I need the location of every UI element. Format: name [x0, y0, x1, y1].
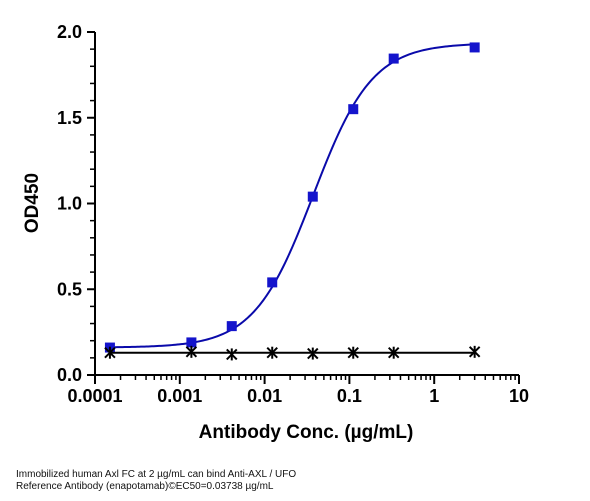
x-tick-label: 0.0001 [67, 386, 122, 406]
data-point [469, 42, 480, 53]
data-point [104, 346, 116, 359]
series-2 [104, 345, 481, 361]
data-point [348, 104, 359, 115]
series-1 [104, 42, 480, 353]
x-tick-label: 0.001 [157, 386, 202, 406]
x-tick-label: 1 [429, 386, 439, 406]
data-point [307, 347, 319, 360]
y-tick-label: 0.5 [57, 279, 82, 299]
data-point [186, 337, 197, 348]
x-tick-label: 0.01 [247, 386, 282, 406]
data-point [185, 345, 198, 358]
caption-line-2: Reference Antibody (enapotamab)©EC50=0.0… [16, 481, 274, 492]
y-axis-title: OD450 [22, 173, 43, 233]
y-tick-label: 2.0 [57, 22, 82, 42]
data-point [388, 53, 399, 64]
data-point [226, 321, 237, 332]
data-point [307, 191, 318, 202]
data-point [468, 345, 481, 358]
data-point [347, 346, 359, 359]
data-point [226, 348, 238, 361]
data-point [267, 277, 278, 288]
x-tick-label: 10 [509, 386, 529, 406]
series-layer [104, 42, 481, 361]
axes: 0.0 0.5 1.0 1.5 2.0 0.0001 0.001 0.01 0.1 1 10 [57, 22, 529, 406]
x-tick-label: 0.1 [337, 386, 362, 406]
data-point [266, 346, 278, 359]
caption-line-1: Immobilized human Axl FC at 2 µg/mL can … [16, 469, 297, 480]
y-tick-label: 1.0 [57, 194, 82, 214]
data-point [387, 346, 400, 359]
x-axis-title: Antibody Conc. (µg/mL) [199, 422, 414, 443]
y-tick-label: 1.5 [57, 108, 82, 128]
fit-curve [109, 43, 475, 349]
chart: 0.0 0.5 1.0 1.5 2.0 0.0001 0.001 0.01 0.1 1 10 OD4… [22, 22, 529, 443]
y-tick-label: 0.0 [57, 365, 82, 385]
